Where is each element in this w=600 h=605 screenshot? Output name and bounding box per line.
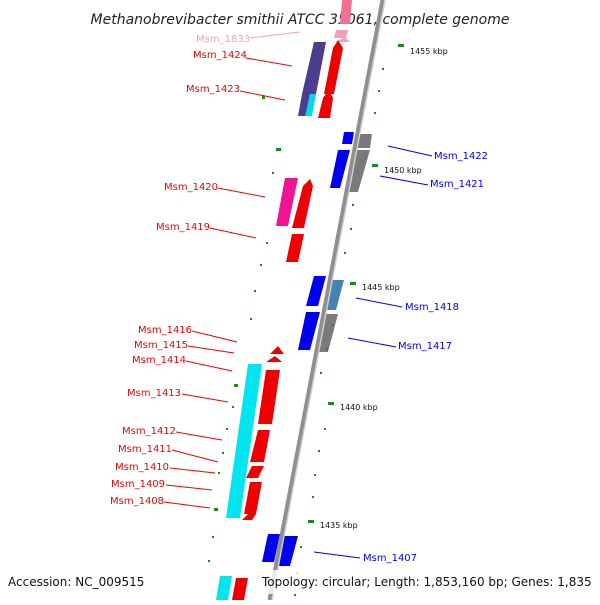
gene-arrow xyxy=(334,30,348,38)
scale-labels: 1455 kbp 1450 kbp 1445 kbp 1440 kbp 1435… xyxy=(320,47,448,530)
gene-label[interactable]: Msm_1417 xyxy=(398,341,452,352)
gene-label[interactable]: Msm_1422 xyxy=(434,151,488,162)
accession-text: Accession: NC_009515 xyxy=(8,575,144,589)
scale-label: 1445 kbp xyxy=(362,283,400,292)
gene-label[interactable]: Msm_1416 xyxy=(138,325,192,336)
gene-label[interactable]: Msm_1408 xyxy=(110,496,164,507)
gene-arrow xyxy=(244,482,262,514)
gene-arrow xyxy=(324,48,343,94)
right-gene-labels: Msm_1422 Msm_1421 Msm_1418 Msm_1417 Msm_… xyxy=(313,145,488,564)
map-title: Methanobrevibacter smithii ATCC 35061, c… xyxy=(91,12,510,28)
gene-arrow xyxy=(250,430,270,462)
gene-block xyxy=(305,94,316,116)
gene-block xyxy=(316,314,338,352)
gene-label[interactable]: Msm_1419 xyxy=(156,222,210,233)
gene-arrow xyxy=(242,514,256,520)
gene-label[interactable]: Msm_1421 xyxy=(430,179,484,190)
gene-arrow xyxy=(323,90,333,98)
gene-arrow xyxy=(292,186,313,228)
gene-arrow xyxy=(330,150,350,188)
gene-arrow xyxy=(270,346,284,354)
scale-ticks xyxy=(208,44,404,596)
gene-block xyxy=(302,42,326,94)
gene-label[interactable]: Msm_1409 xyxy=(111,479,165,490)
scale-label: 1450 kbp xyxy=(384,166,422,175)
feature-track xyxy=(216,0,372,600)
gene-arrow xyxy=(336,37,350,42)
gene-label[interactable]: Msm_1413 xyxy=(127,388,181,399)
gene-block xyxy=(356,134,372,148)
gene-label[interactable]: Msm_1423 xyxy=(186,84,240,95)
topology-text: Topology: circular; Length: 1,853,160 bp… xyxy=(261,575,592,589)
gene-arrow xyxy=(333,40,343,48)
scale-label: 1455 kbp xyxy=(410,47,448,56)
gene-label[interactable]: Msm_1407 xyxy=(363,553,417,564)
gene-label[interactable]: Msm_1412 xyxy=(122,426,176,437)
gene-label[interactable]: Msm_1410 xyxy=(115,462,169,473)
gene-arrow xyxy=(318,98,333,118)
gene-arrow xyxy=(286,234,304,262)
footer-backdrop xyxy=(258,570,600,594)
gene-arrow xyxy=(246,466,264,478)
gene-label[interactable]: Msm_1415 xyxy=(134,340,188,351)
gene-arrow xyxy=(298,312,320,350)
genome-backbone xyxy=(267,0,386,601)
gene-block xyxy=(276,178,298,226)
gene-label[interactable]: Msm_1424 xyxy=(193,50,247,61)
gene-arrow xyxy=(232,578,248,600)
gene-label[interactable]: Msm_1420 xyxy=(164,182,218,193)
gene-arrow xyxy=(266,356,282,362)
left-gene-labels: Msm_1833 Msm_1424 Msm_1423 Msm_1420 Msm_… xyxy=(110,31,301,509)
gene-block xyxy=(226,364,262,518)
gene-arrow xyxy=(303,179,313,186)
gene-arrow xyxy=(262,534,280,562)
gene-label[interactable]: Msm_1414 xyxy=(132,355,186,366)
scale-label: 1435 kbp xyxy=(320,521,358,530)
gene-label[interactable]: Msm_1833 xyxy=(196,34,250,45)
gene-arrow xyxy=(306,276,326,306)
gene-arrow xyxy=(342,132,354,144)
scale-label: 1440 kbp xyxy=(340,403,378,412)
gene-label[interactable]: Msm_1411 xyxy=(118,444,172,455)
gene-block xyxy=(216,576,232,600)
gene-block xyxy=(346,150,370,192)
gene-label[interactable]: Msm_1418 xyxy=(405,302,459,313)
gene-arrow xyxy=(258,370,280,424)
gene-arrow xyxy=(340,0,352,24)
